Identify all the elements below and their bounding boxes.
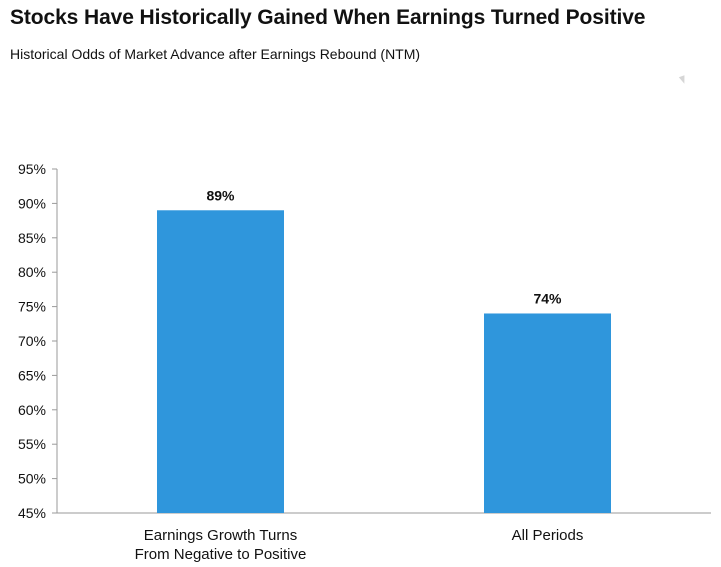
y-tick-label: 55% xyxy=(18,436,46,452)
y-tick-label: 65% xyxy=(18,367,46,383)
x-category-label-line: Earnings Growth Turns xyxy=(144,527,297,544)
y-tick-label: 95% xyxy=(18,161,46,177)
bar-data-label: 74% xyxy=(533,290,562,306)
bar xyxy=(157,210,284,513)
x-category-label-line: All Periods xyxy=(512,527,584,544)
y-tick-label: 80% xyxy=(18,264,46,280)
x-category-label: All Periods xyxy=(512,527,584,544)
bar xyxy=(484,313,611,513)
chart-subtitle: Historical Odds of Market Advance after … xyxy=(10,46,421,62)
bars xyxy=(157,210,611,513)
x-category-label-line: From Negative to Positive xyxy=(135,546,307,563)
data-labels: 89% 74% xyxy=(206,187,562,306)
bar-data-label: 89% xyxy=(206,187,235,203)
chart-title: Stocks Have Historically Gained When Ear… xyxy=(10,6,646,29)
y-tick-label: 70% xyxy=(18,333,46,349)
x-axis: Earnings Growth Turns From Negative to Po… xyxy=(57,512,711,563)
y-tick-label: 75% xyxy=(18,299,46,315)
y-tick-label: 50% xyxy=(18,471,46,487)
y-axis: 45% 50% 55% 60% 65% 70% 75% 80% 85% 90% 95% xyxy=(18,161,58,521)
y-tick-label: 85% xyxy=(18,230,46,246)
y-tick-label: 60% xyxy=(18,402,46,418)
y-tick-label: 45% xyxy=(18,505,46,521)
x-category-label: Earnings Growth Turns From Negative to Po… xyxy=(135,527,307,563)
y-tick-label: 90% xyxy=(18,195,46,211)
